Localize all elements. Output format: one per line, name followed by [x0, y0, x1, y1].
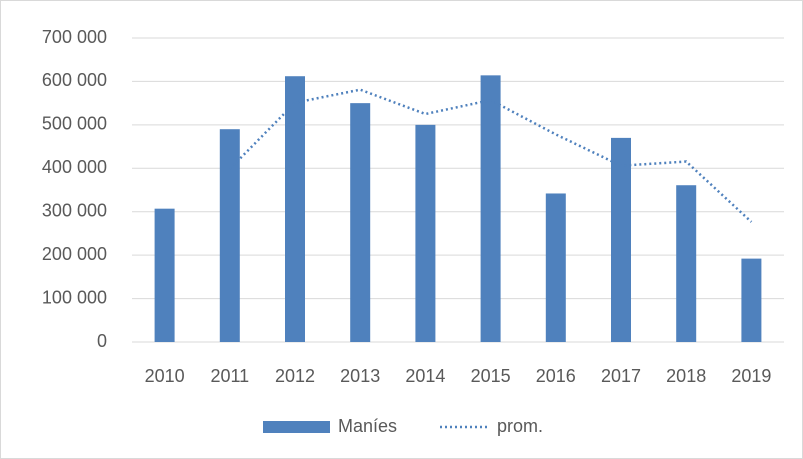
legend-symbol [263, 421, 330, 433]
x-tick-label: 2017 [601, 366, 641, 386]
x-tick-label: 2012 [275, 366, 315, 386]
y-tick-label: 300 000 [42, 200, 107, 220]
legend-label: prom. [497, 416, 543, 436]
y-tick-label: 200 000 [42, 244, 107, 264]
x-tick-label: 2016 [536, 366, 576, 386]
bar [676, 185, 697, 342]
x-tick-label: 2014 [405, 366, 445, 386]
x-tick-label: 2019 [731, 366, 771, 386]
y-tick-label: 500 000 [42, 114, 107, 134]
y-tick-label: 600 000 [42, 70, 107, 90]
bar [154, 208, 175, 342]
x-tick-label: 2015 [471, 366, 511, 386]
bar [480, 75, 501, 342]
bar [545, 193, 566, 342]
bar [219, 129, 240, 342]
x-tick-label: 2010 [145, 366, 185, 386]
bar [285, 76, 305, 343]
y-tick-label: 700 000 [42, 27, 107, 47]
x-tick-label: 2018 [666, 366, 706, 386]
line [228, 88, 753, 223]
bar [611, 137, 631, 342]
bar [350, 103, 371, 343]
x-tick-label: 2011 [210, 366, 249, 386]
bar [741, 258, 762, 342]
y-tick-label: 100 000 [42, 287, 107, 307]
bar [415, 124, 436, 342]
y-tick-label: 0 [97, 331, 107, 351]
x-tick-label: 2013 [340, 366, 380, 386]
y-tick-label: 400 000 [42, 157, 107, 177]
legend-label: Maníes [338, 416, 397, 436]
